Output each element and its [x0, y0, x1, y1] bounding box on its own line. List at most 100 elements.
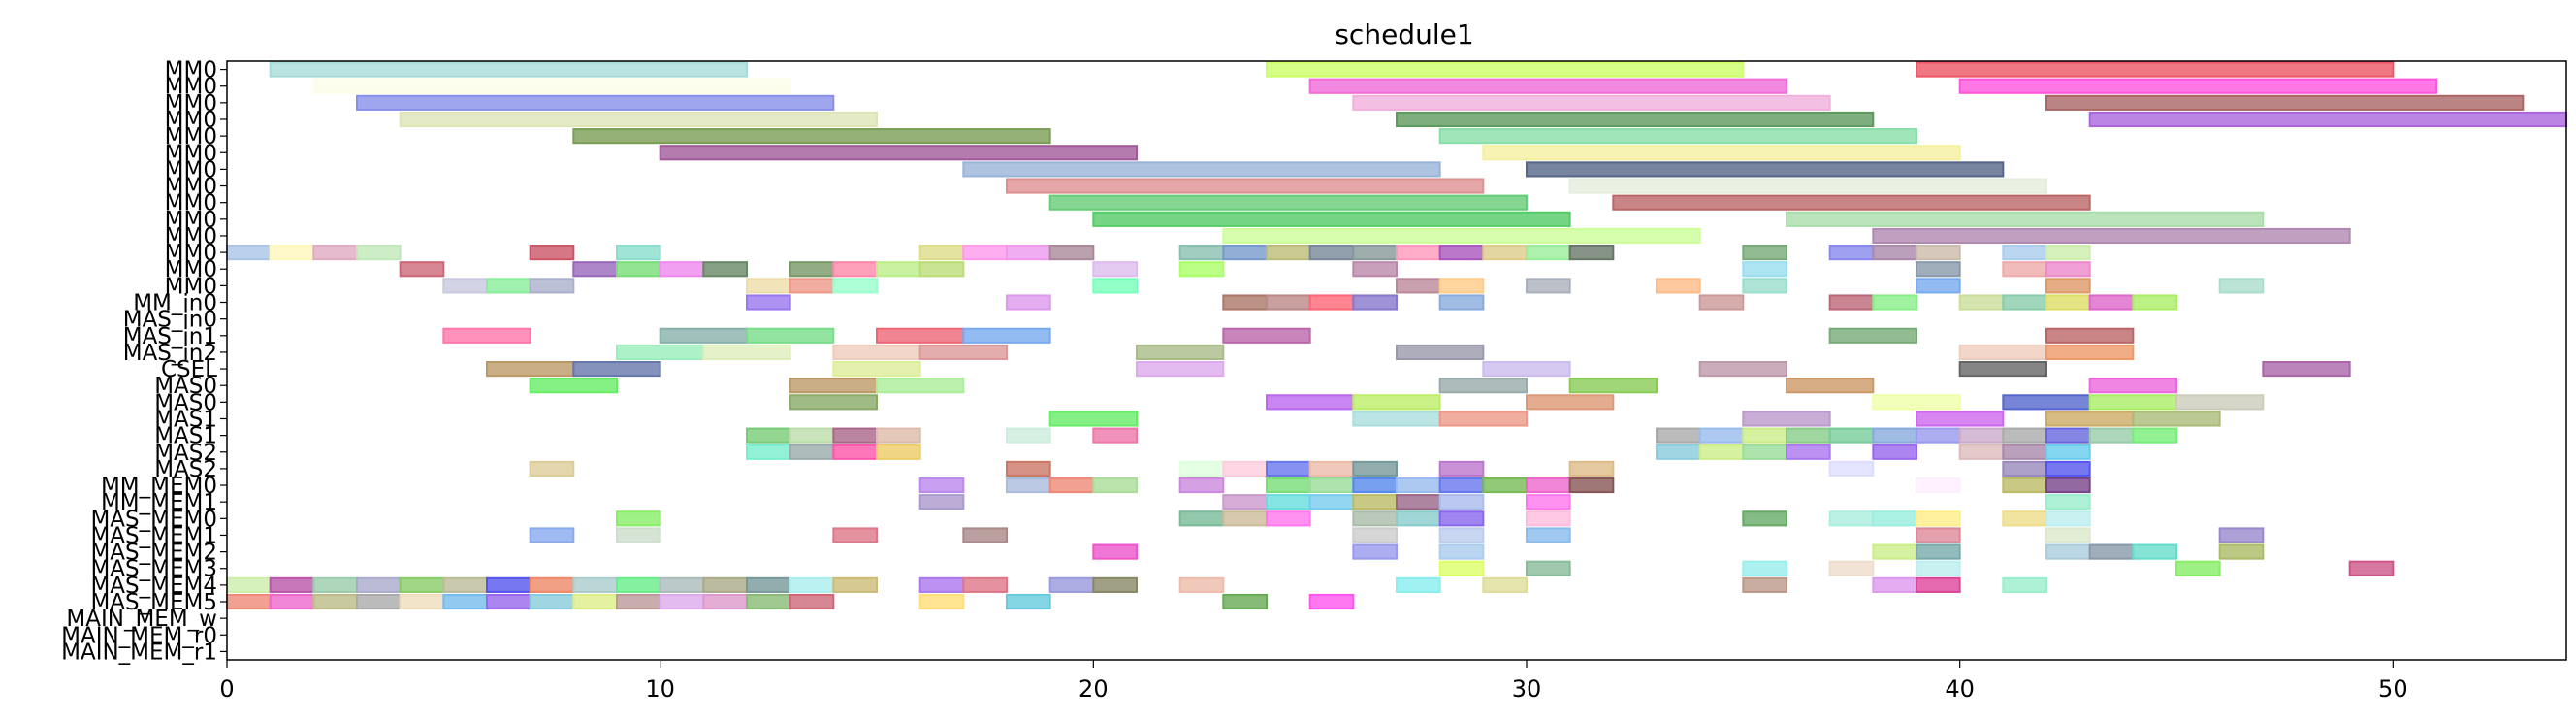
task-bar-176 — [1178, 460, 1225, 477]
y-tick-label-30: MAS_MEM3 — [90, 557, 217, 582]
task-bar-218 — [1526, 510, 1571, 527]
y-axis-labels: MM0MM0MM0MM0MM0MM0MM0MM0MM0MM0MM0MM0MM0M… — [61, 58, 227, 665]
task-bar-241 — [2088, 543, 2135, 560]
task-bar-28 — [312, 245, 358, 261]
task-bar-20 — [1048, 194, 1529, 211]
y-tick-label-6: MM0 — [165, 157, 217, 182]
task-bar-121 — [2262, 361, 2351, 378]
task-bar-229 — [1352, 527, 1398, 543]
task-bar-281 — [399, 593, 445, 610]
task-bar-80 — [1916, 278, 1961, 294]
task-bar-228 — [962, 527, 1009, 543]
task-bar-69 — [486, 278, 531, 294]
task-bar-266 — [918, 576, 965, 593]
task-bar-119 — [1698, 361, 1788, 378]
task-bar-81 — [2045, 278, 2091, 294]
y-tick-label-2: MM0 — [165, 91, 217, 116]
task-bar-73 — [832, 278, 879, 294]
task-bar-19 — [1568, 178, 2048, 194]
task-bar-132 — [1526, 394, 1615, 411]
task-bar-187 — [1006, 477, 1051, 494]
task-bar-212 — [1178, 510, 1225, 527]
task-bar-91 — [1828, 294, 1875, 311]
y-tick-label-7: MM0 — [165, 175, 217, 200]
task-bar-145 — [789, 427, 835, 444]
task-bar-102 — [962, 327, 1051, 344]
y-tick-label-18: CSEL — [161, 357, 217, 382]
task-bar-245 — [1526, 560, 1571, 576]
task-bar-288 — [702, 593, 749, 610]
task-bar-182 — [1568, 460, 1615, 477]
task-bar-156 — [1916, 427, 1961, 444]
task-bar-141 — [1916, 411, 2005, 427]
y-tick-label-16: MAS_in1 — [123, 324, 217, 349]
task-bar-206 — [1352, 494, 1398, 510]
task-bar-184 — [2002, 460, 2048, 477]
task-bar-140 — [1742, 411, 1831, 427]
y-tick-label-33: MAIN_MEM_w — [66, 607, 217, 632]
x-axis: 0 10 20 30 40 50 — [219, 660, 2408, 703]
task-bar-278 — [269, 593, 315, 610]
task-bar-180 — [1352, 460, 1398, 477]
y-tick-label-12: MM0 — [165, 257, 217, 282]
task-bar-51 — [2045, 245, 2091, 261]
task-bar-104 — [1828, 327, 1918, 344]
task-bar-47 — [1828, 245, 1875, 261]
task-bar-59 — [876, 261, 921, 278]
task-bar-2 — [1916, 61, 2395, 78]
task-bar-286 — [616, 593, 661, 610]
task-bar-166 — [1656, 444, 1701, 460]
task-bar-263 — [746, 576, 791, 593]
task-bar-38 — [1266, 245, 1311, 261]
task-bar-262 — [702, 576, 749, 593]
task-bar-60 — [918, 261, 965, 278]
task-bar-211 — [616, 510, 661, 527]
task-bar-256 — [442, 576, 488, 593]
task-bar-233 — [2045, 527, 2091, 543]
task-bar-181 — [1438, 460, 1485, 477]
task-bar-94 — [2002, 294, 2048, 311]
task-bar-53 — [572, 261, 619, 278]
task-bar-192 — [1308, 477, 1355, 494]
y-tick-label-15: MAS_in0 — [123, 308, 217, 333]
task-bar-74 — [1092, 278, 1138, 294]
task-bar-101 — [876, 327, 965, 344]
chart-title: schedule1 — [1335, 18, 1473, 50]
task-bar-150 — [1656, 427, 1701, 444]
plot-frame — [226, 60, 2567, 661]
task-bar-0 — [269, 61, 748, 78]
task-bar-276 — [2002, 576, 2048, 593]
task-bar-237 — [1438, 543, 1485, 560]
task-bar-89 — [1438, 294, 1485, 311]
task-bar-147 — [876, 427, 921, 444]
task-bar-106 — [616, 344, 705, 360]
task-bar-158 — [2002, 427, 2048, 444]
y-tick-label-23: MAS2 — [154, 441, 217, 466]
task-bar-227 — [832, 527, 879, 543]
task-bar-134 — [2002, 394, 2091, 411]
task-bar-110 — [1136, 344, 1225, 360]
task-bar-244 — [1438, 560, 1485, 576]
task-bar-124 — [876, 378, 965, 394]
task-bar-222 — [1916, 510, 1961, 527]
task-bar-243 — [2218, 543, 2265, 560]
task-bar-272 — [1482, 576, 1528, 593]
task-bar-230 — [1438, 527, 1485, 543]
task-bar-284 — [529, 593, 575, 610]
task-bar-87 — [1308, 294, 1355, 311]
task-bar-64 — [1742, 261, 1787, 278]
task-bar-11 — [2088, 111, 2567, 128]
y-tick-label-9: MM0 — [165, 208, 217, 233]
y-tick-label-31: MAS_MEM4 — [90, 574, 217, 599]
task-bar-225 — [529, 527, 575, 543]
task-bar-168 — [1742, 444, 1787, 460]
task-bar-232 — [1916, 527, 1961, 543]
task-bar-188 — [1048, 477, 1095, 494]
task-bar-172 — [2002, 444, 2048, 460]
task-bar-282 — [442, 593, 488, 610]
task-bar-217 — [1438, 510, 1485, 527]
y-tick-label-19: MAS0 — [154, 374, 217, 399]
task-bar-260 — [616, 576, 661, 593]
task-bar-25 — [1872, 227, 2351, 245]
x-tick-label-4: 40 — [1945, 675, 1975, 703]
